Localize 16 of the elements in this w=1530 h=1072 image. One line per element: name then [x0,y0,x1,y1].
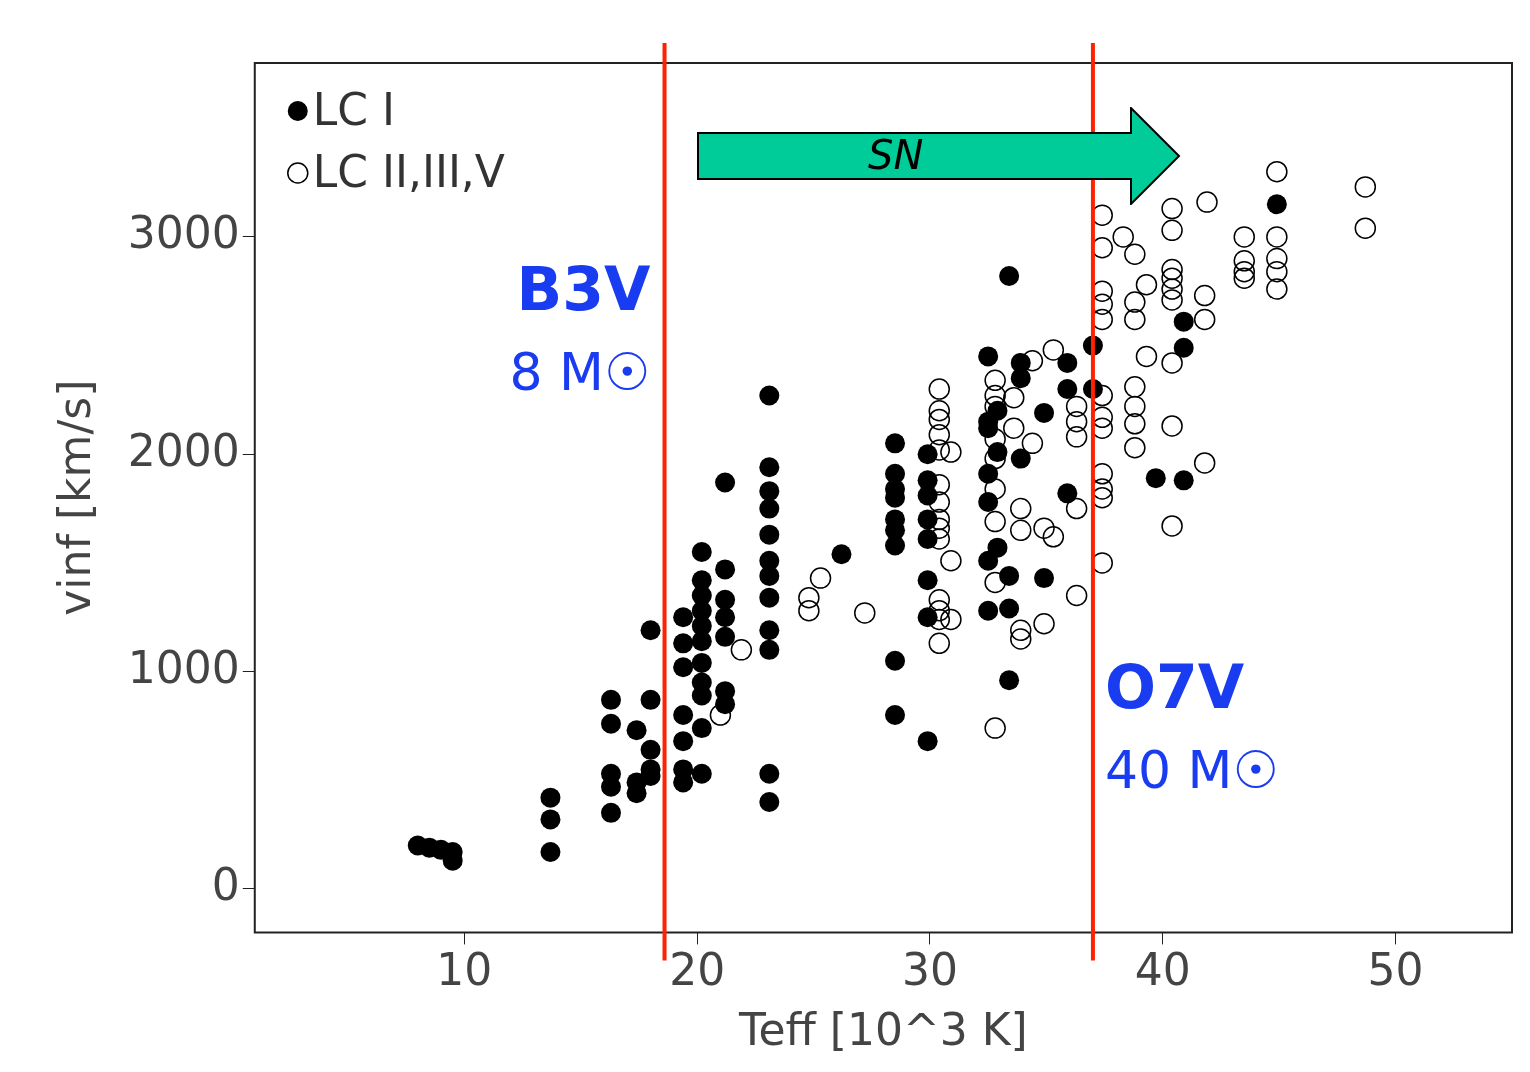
x-tick-label: 30 [901,944,958,996]
annotation: SN [868,132,924,178]
x-tick-label: 20 [669,944,726,996]
y-tick-label: 0 [211,859,240,911]
y-tick-label: 2000 [127,424,240,476]
x-tick-label: 10 [436,944,493,996]
x-tick-label: 40 [1134,944,1191,996]
y-axis-title: vinf [km/s] [48,379,100,616]
y-tick-label: 1000 [127,642,240,694]
y-tick-label: 3000 [127,207,240,259]
legend-label: LC II,III,V [312,146,505,197]
x-axis-title: Teff [10^3 K] [737,1004,1028,1056]
x-tick-label: 50 [1367,944,1424,996]
legend-label: LC I [312,84,395,135]
ref-line-label: O7V 40 M☉ [1104,652,1280,800]
ref-line-label: B3V 8 M☉ [509,254,652,402]
